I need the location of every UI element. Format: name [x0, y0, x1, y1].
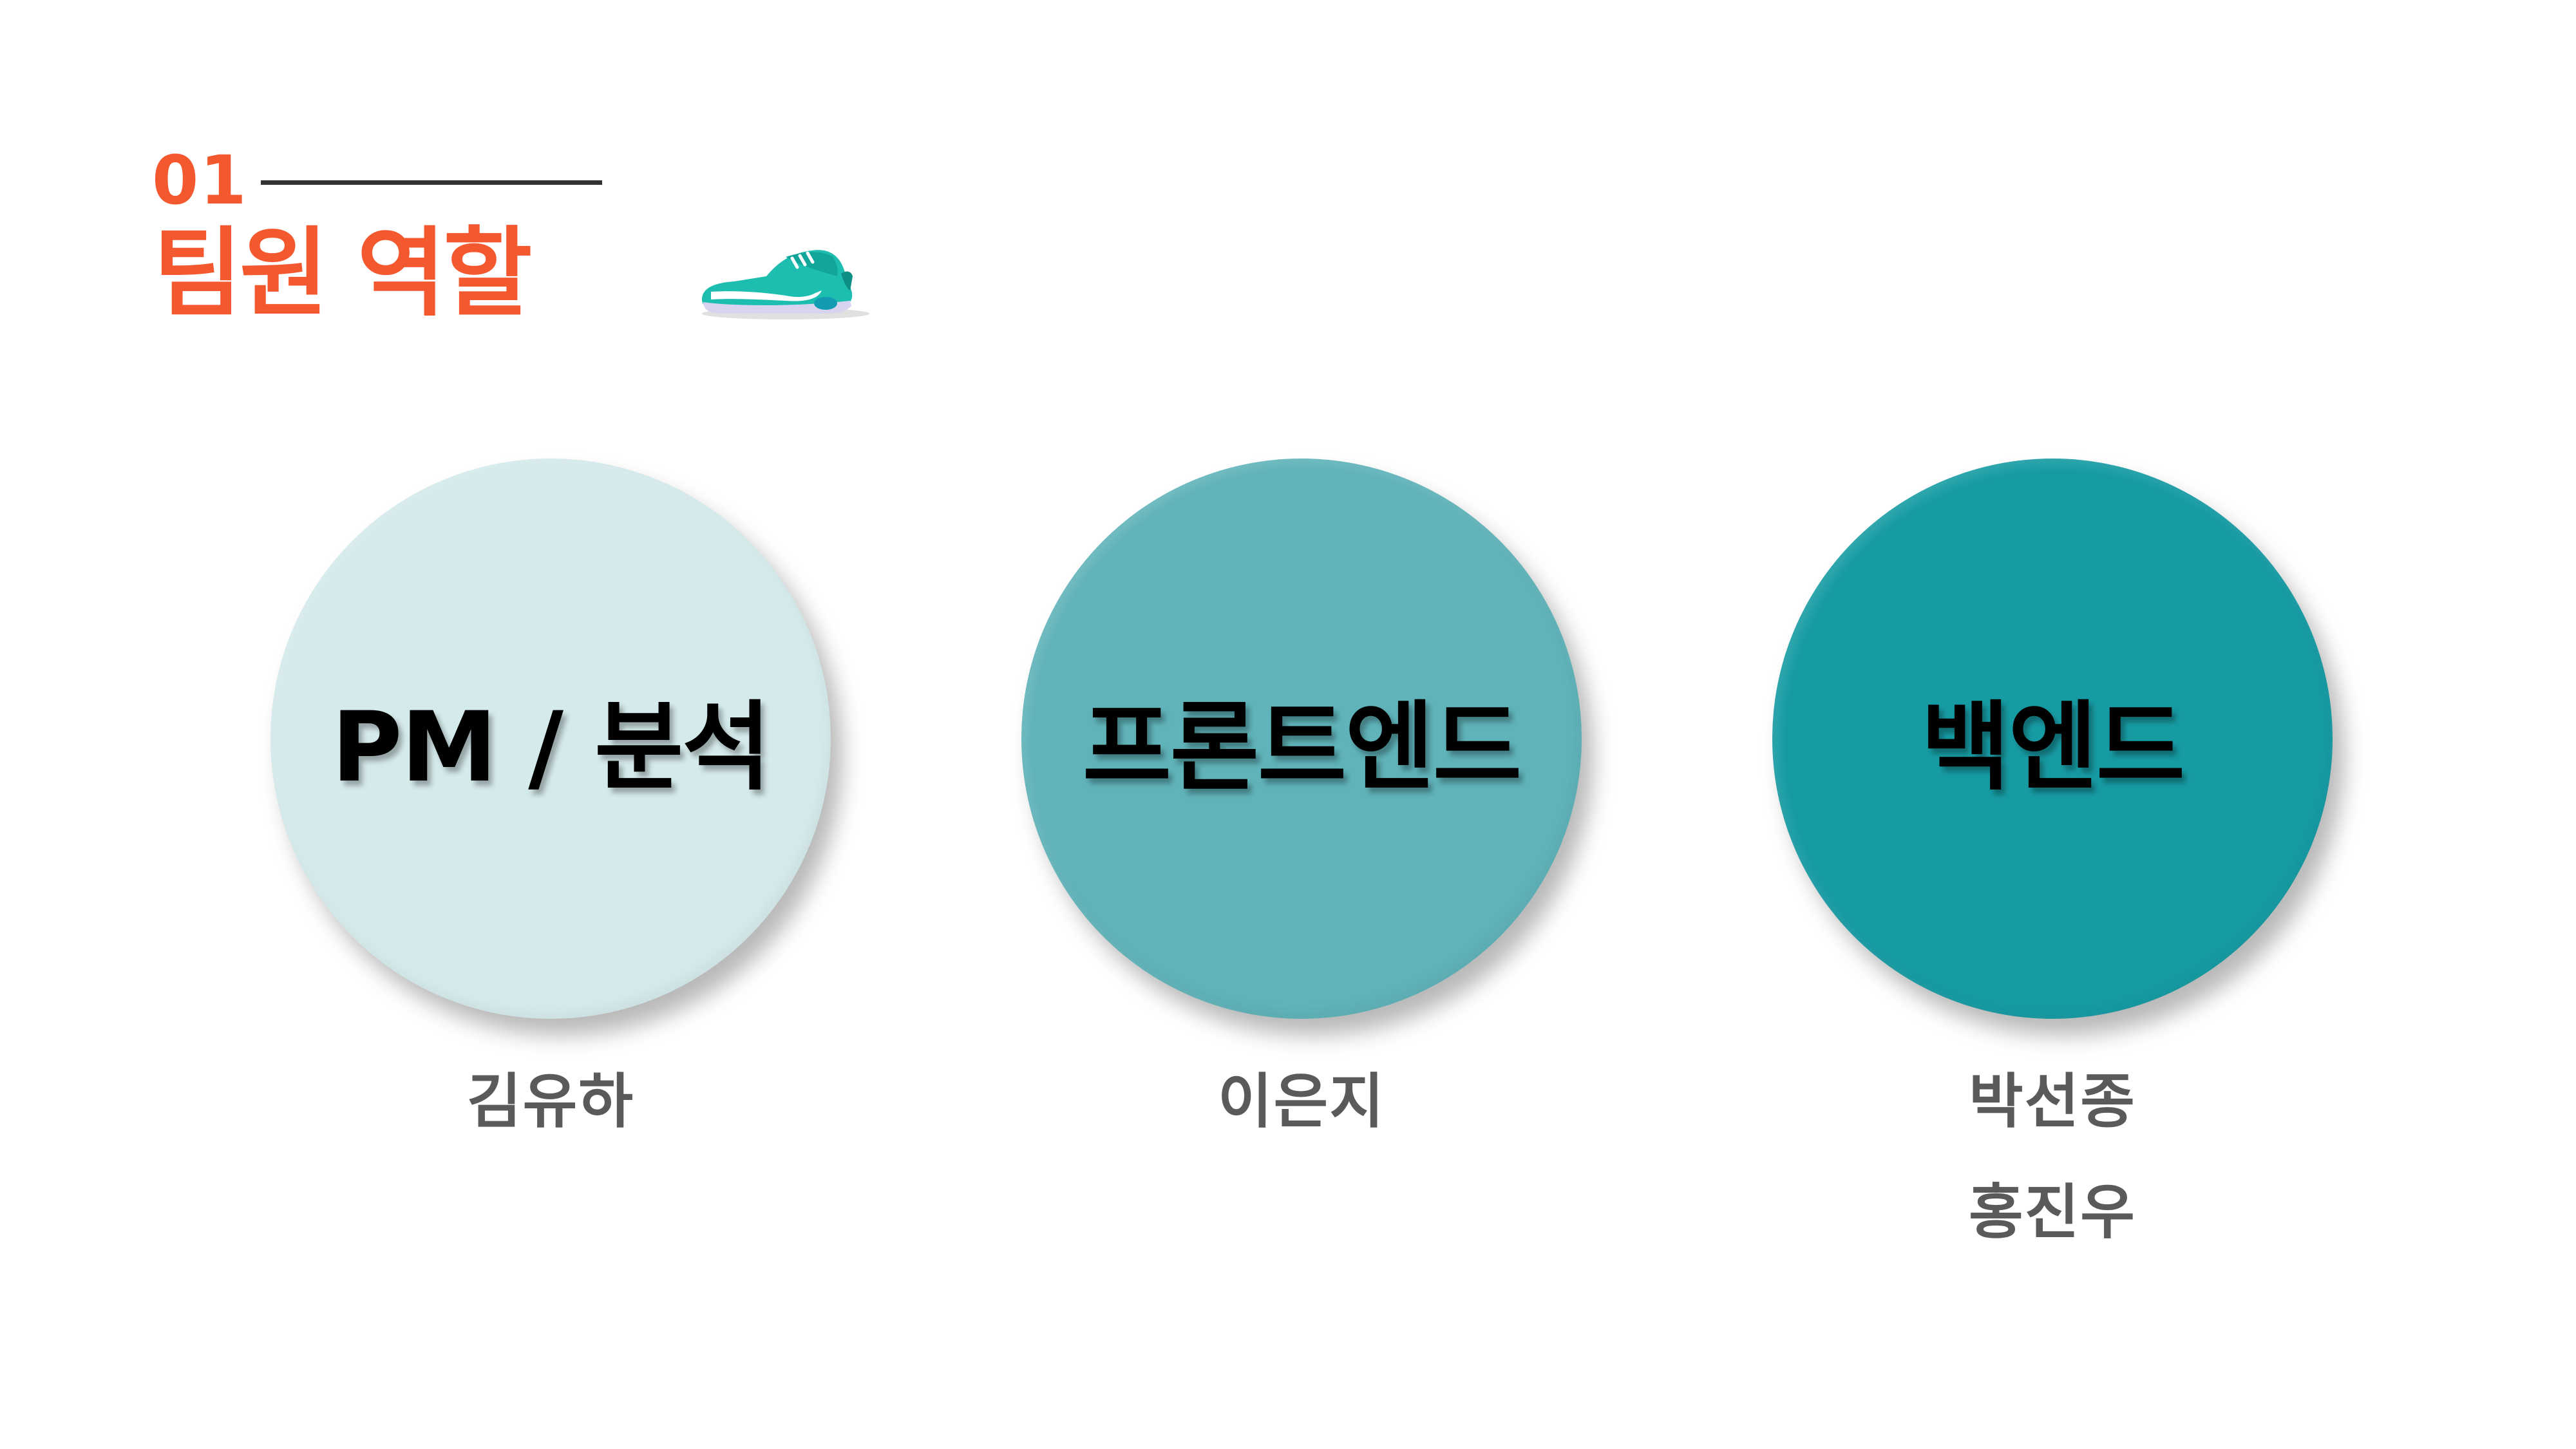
- section-number: 01: [152, 141, 248, 220]
- member-name: 이은지: [1218, 1067, 1385, 1136]
- member-list-pm: 김유하: [270, 1072, 831, 1183]
- role-label-frontend: 프론트엔드: [1082, 691, 1522, 804]
- member-name: 홍진우: [1969, 1178, 2136, 1247]
- role-circle-pm: PM / 분석: [270, 459, 831, 1019]
- member-list-frontend: 이은지: [1021, 1072, 1582, 1183]
- page-title: 팀원 역할: [153, 218, 532, 330]
- member-name: 박선종: [1969, 1067, 2136, 1136]
- role-label-backend: 백엔드: [1920, 691, 2185, 804]
- role-circle-backend: 백엔드: [1772, 459, 2333, 1019]
- role-circle-frontend: 프론트엔드: [1021, 459, 1582, 1019]
- member-name: 김유하: [467, 1067, 634, 1136]
- member-list-backend: 박선종 홍진우: [1772, 1072, 2333, 1294]
- role-label-pm: PM / 분석: [331, 691, 771, 804]
- sneaker-icon: [702, 250, 869, 319]
- section-divider-line: [261, 180, 602, 185]
